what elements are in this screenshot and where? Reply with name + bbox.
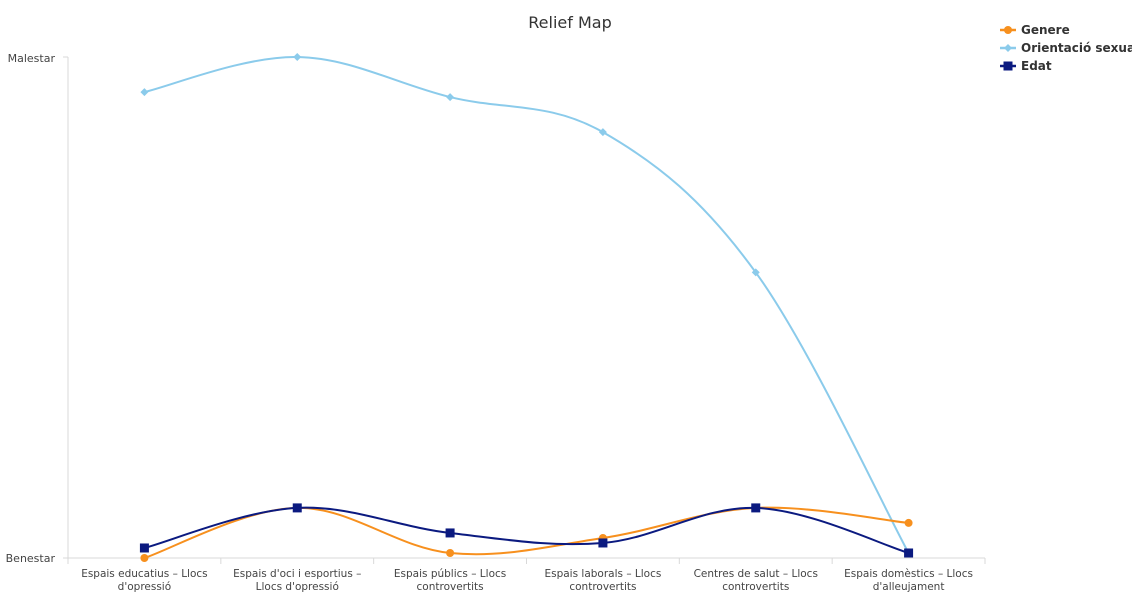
x-tick-label: Espais laborals – Llocs controvertits [544, 568, 661, 593]
axes [63, 56, 986, 564]
legend-marker-orientaci-sexual [1004, 44, 1012, 52]
y-tick-label-top: Malestar [8, 52, 56, 65]
legend-marker-edat [1003, 61, 1013, 71]
legend-item-genere: Genere [1000, 23, 1070, 37]
series-layer [139, 53, 914, 562]
data-point-orientaci-sexual [446, 93, 455, 102]
legend-item-orientaci-sexual: Orientació sexual [1000, 41, 1132, 55]
series-orientaci-sexual [140, 53, 913, 557]
data-point-edat [904, 548, 914, 558]
data-point-genere [446, 548, 455, 557]
data-point-edat [598, 538, 608, 548]
data-point-genere [140, 554, 149, 562]
legend-label-genere: Genere [1021, 23, 1070, 37]
series-line-genere [144, 506, 909, 559]
x-tick-label: Centres de salut – Llocs controvertits [694, 568, 818, 593]
series-line-orientaci-sexual [144, 55, 910, 554]
x-tick-label: Espais educatius – Llocs d'opressió [81, 568, 207, 593]
series-genere [140, 503, 913, 562]
data-point-edat [445, 528, 455, 538]
chart-title: Relief Map [528, 13, 611, 32]
data-point-orientaci-sexual [140, 88, 149, 97]
y-tick-label-bottom: Benestar [6, 552, 56, 565]
data-point-orientaci-sexual [751, 268, 760, 277]
x-tick-label: Espais domèstics – Llocs d'alleujament [844, 568, 973, 593]
data-point-orientaci-sexual [598, 128, 607, 137]
legend-label-edat: Edat [1021, 59, 1052, 73]
data-point-edat [751, 503, 761, 513]
legend-item-edat: Edat [1000, 59, 1052, 73]
series-edat [139, 503, 914, 558]
legend-label-orientaci-sexual: Orientació sexual [1021, 41, 1132, 55]
series-line-edat [144, 506, 909, 554]
data-point-genere [904, 518, 913, 527]
data-point-edat [139, 543, 149, 553]
x-tick-label: Espais d'oci i esportius – Llocs d'opress… [233, 568, 361, 593]
x-tick-labels: Espais educatius – Llocs d'opressió Espais… [81, 568, 973, 593]
data-point-edat [292, 503, 302, 513]
x-tick-label: Espais públics – Llocs controvertits [394, 568, 506, 593]
legend-marker-genere [1004, 26, 1012, 34]
legend: Genere Orientació sexual Edat [1000, 23, 1132, 73]
data-point-orientaci-sexual [293, 53, 302, 61]
